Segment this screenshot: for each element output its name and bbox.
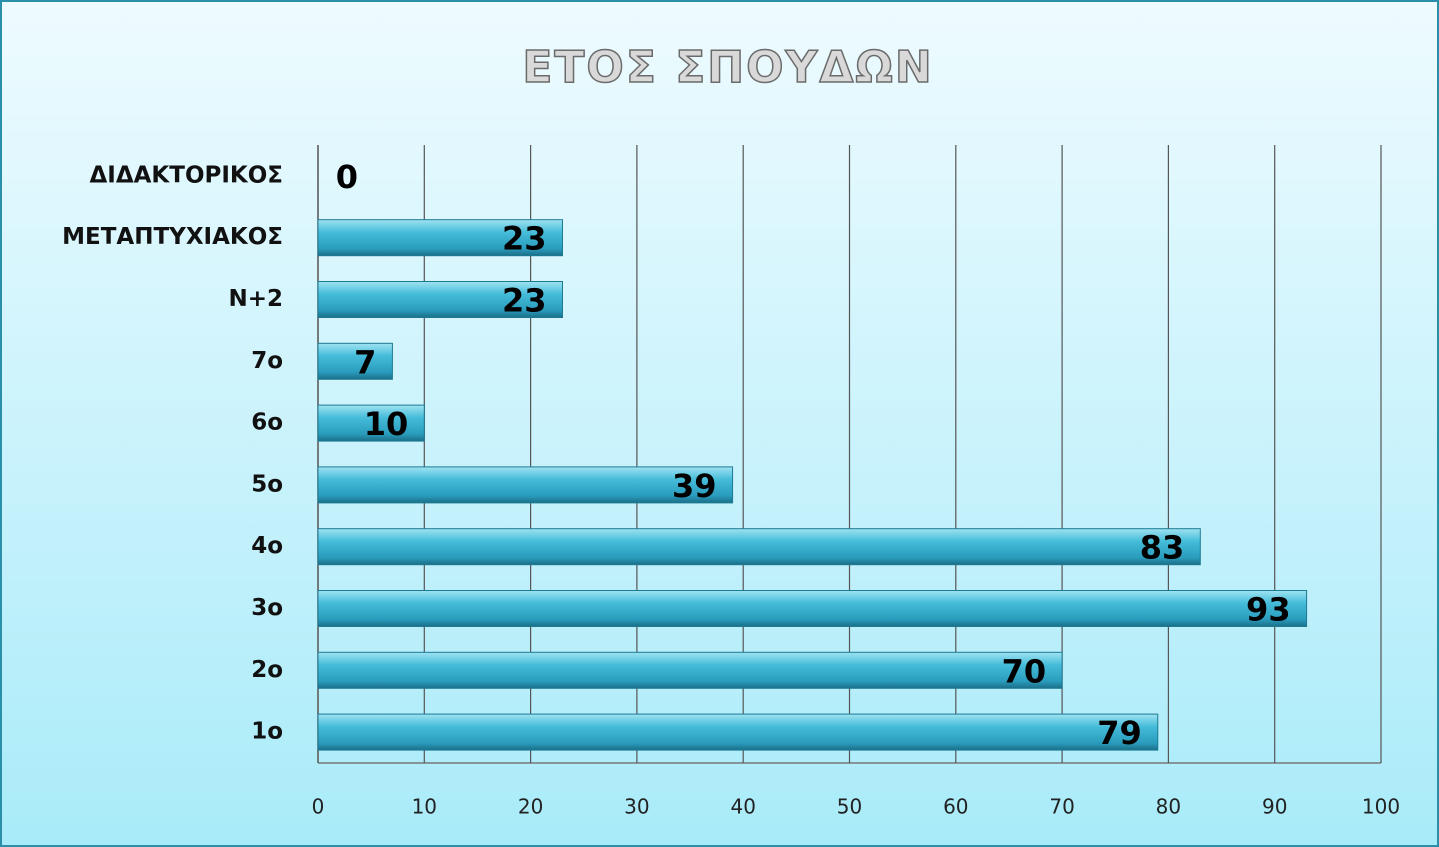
data-label: 10: [364, 405, 409, 443]
y-tick-label: 4ο: [251, 533, 283, 559]
data-label: 83: [1140, 529, 1185, 567]
x-tick-label: 80: [1156, 795, 1181, 819]
bar: [317, 342, 393, 380]
bar: [317, 590, 1308, 627]
x-tick-label: 0: [312, 795, 325, 819]
x-tick-label: 10: [412, 795, 437, 819]
y-tick-label: 3ο: [251, 595, 283, 621]
bar: [317, 528, 1201, 566]
x-tick-label: 60: [943, 795, 968, 819]
chart-title: ΕΤΟΣ ΣΠΟΥΔΩΝ: [522, 42, 933, 93]
x-tick-label: 70: [1049, 795, 1074, 819]
bar: [317, 651, 1063, 689]
x-tick-label: 90: [1262, 795, 1287, 819]
x-tick-label: 20: [518, 795, 543, 819]
data-label: 70: [1002, 652, 1047, 690]
x-tick-label: 40: [730, 795, 755, 819]
data-label: 39: [672, 467, 717, 505]
y-tick-label: ΔΙΔΑΚΤΟΡΙΚΟΣ: [89, 162, 283, 188]
y-tick-label: 6ο: [251, 410, 283, 436]
x-tick-label: 50: [837, 795, 862, 819]
bar: [317, 219, 563, 257]
data-label: 23: [502, 282, 547, 320]
bar: [317, 713, 1159, 751]
y-tick-label: 1ο: [251, 719, 283, 745]
bar: [317, 404, 425, 442]
x-tick-label: 30: [624, 795, 649, 819]
data-label: 7: [354, 343, 376, 381]
bar: [317, 281, 563, 318]
data-label: 0: [336, 158, 358, 196]
y-tick-label: ΜΕΤΑΠΤΥΧΙΑΚΟΣ: [62, 224, 283, 250]
bar: [317, 466, 734, 504]
y-tick-label: 7ο: [251, 348, 283, 374]
y-tick-label: 5ο: [251, 471, 283, 497]
data-label: 79: [1097, 714, 1142, 752]
data-label: 93: [1246, 591, 1291, 629]
y-tick-label: 2ο: [251, 657, 283, 683]
data-label: 23: [502, 220, 547, 258]
x-tick-label: 100: [1362, 795, 1400, 819]
y-tick-label: Ν+2: [228, 286, 283, 312]
